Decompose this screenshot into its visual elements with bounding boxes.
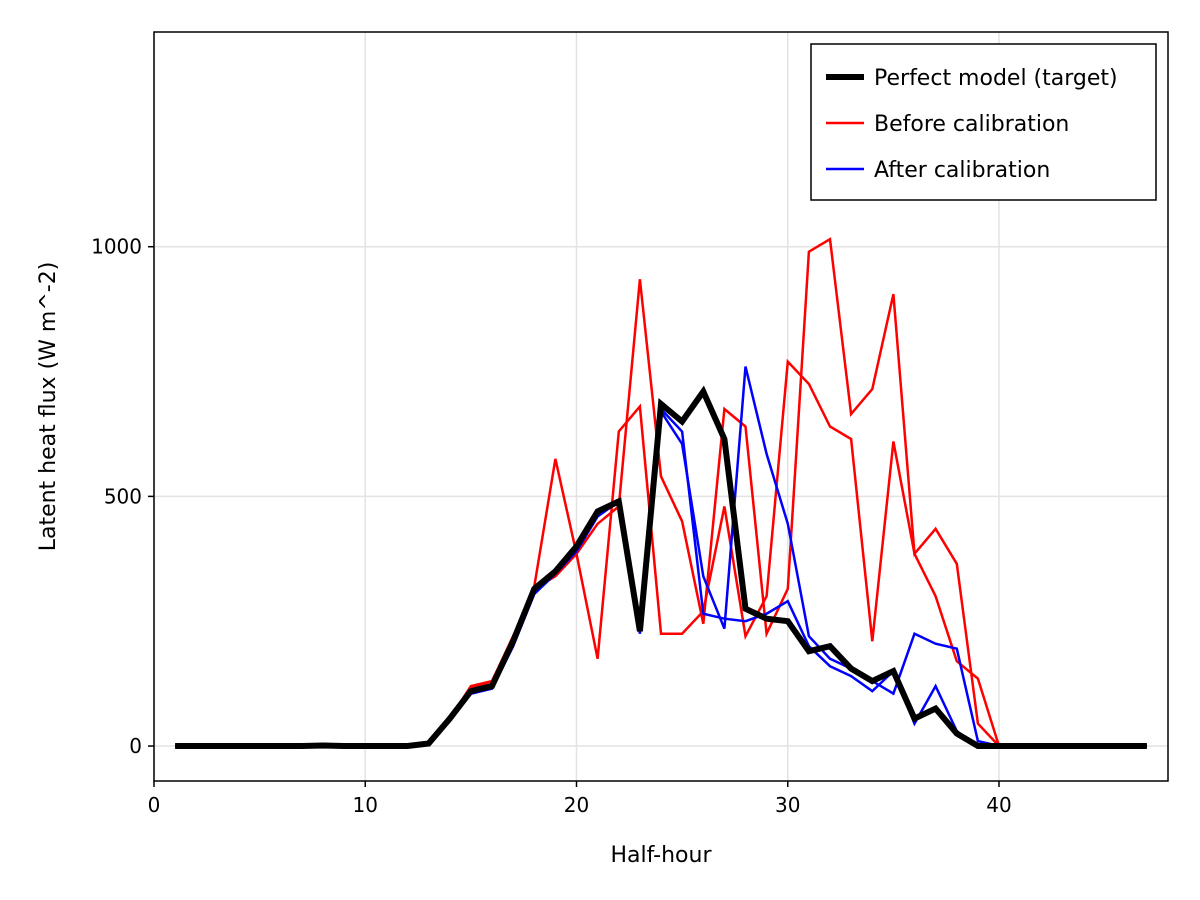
x-axis-label: Half-hour <box>610 843 712 868</box>
axis-ticks: 0 10 20 30 40 0 500 1000 <box>91 235 1012 817</box>
y-tick-label: 0 <box>129 734 142 758</box>
y-tick-label: 500 <box>104 484 142 508</box>
legend-entry-label: Perfect model (target) <box>874 66 1118 91</box>
x-tick-label: 30 <box>775 793 800 817</box>
series-lines <box>175 237 1147 749</box>
x-tick-label: 0 <box>148 793 161 817</box>
x-tick-label: 40 <box>986 793 1011 817</box>
x-tick-label: 20 <box>564 793 589 817</box>
legend: Perfect model (target) Before calibration… <box>810 43 1157 201</box>
legend-entry-label: Before calibration <box>874 112 1069 137</box>
series-line-0 <box>175 385 1147 749</box>
legend-entry-label: After calibration <box>874 158 1050 183</box>
x-tick-label: 10 <box>353 793 378 817</box>
legend-box <box>810 43 1157 201</box>
plot-frame <box>153 31 1169 782</box>
y-tick-label: 1000 <box>91 235 142 259</box>
y-axis-label: Latent heat flux (W m^-2) <box>36 262 61 552</box>
